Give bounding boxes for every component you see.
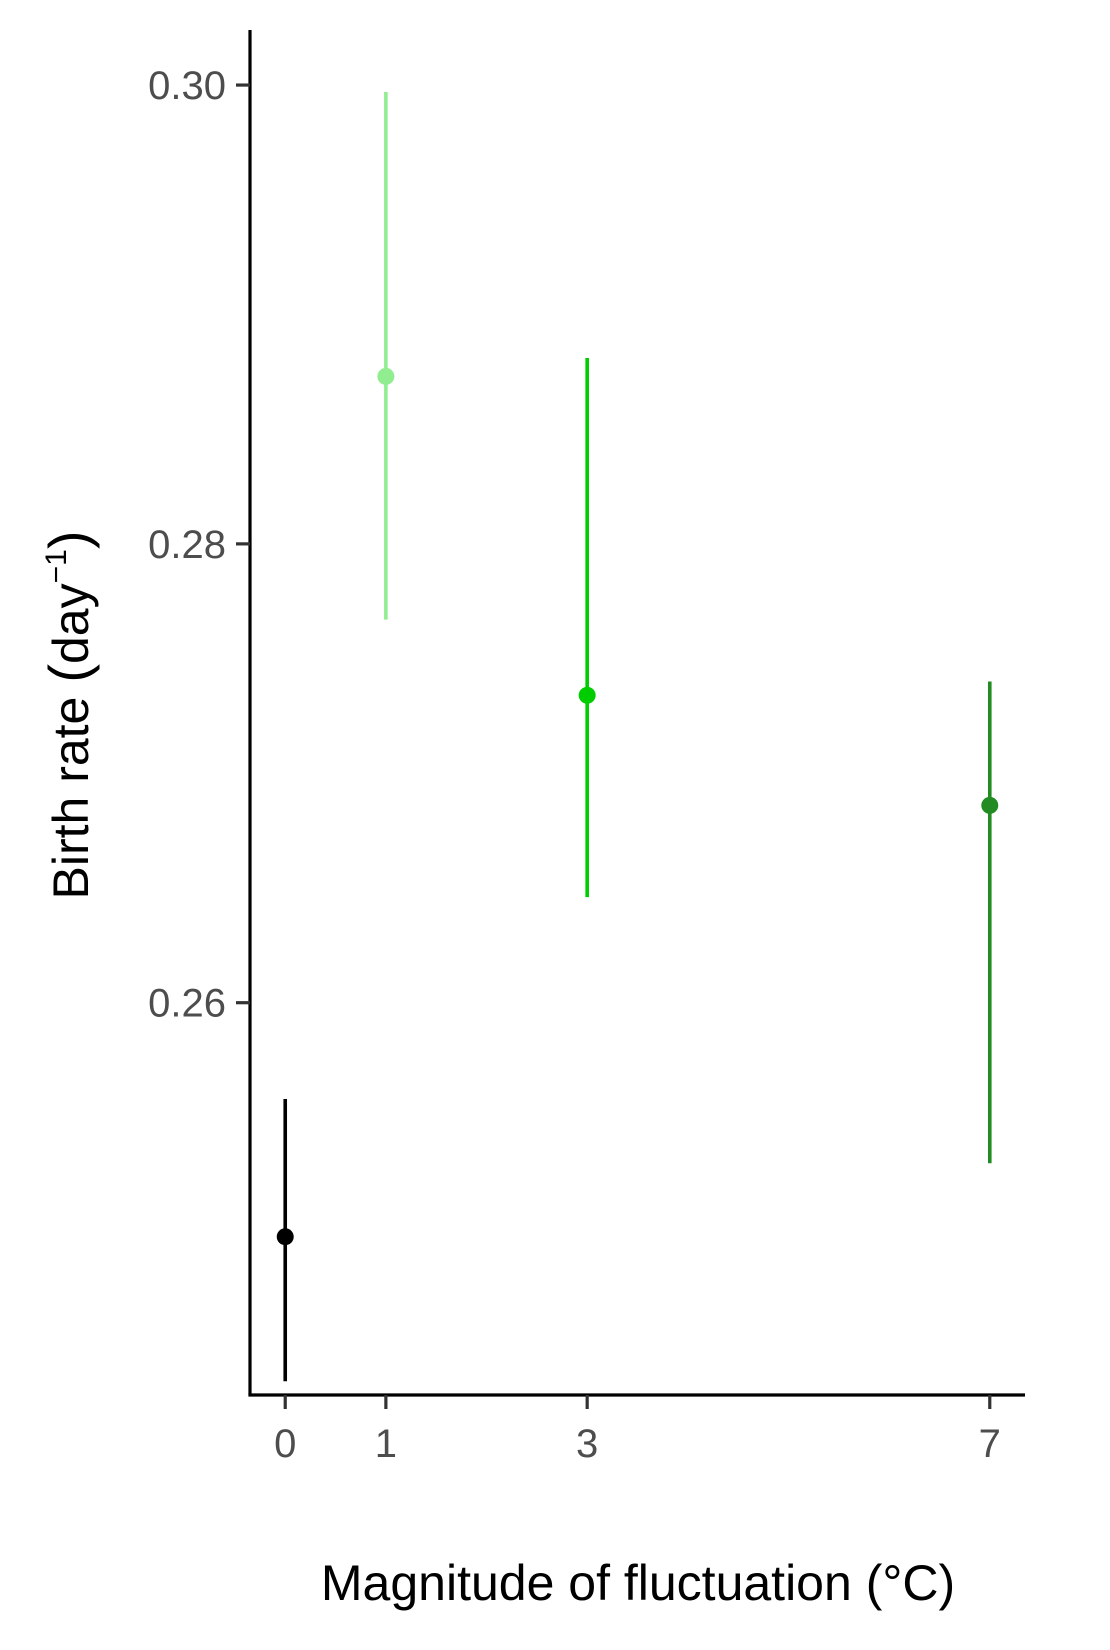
y-axis-title-prefix: Birth rate [43, 697, 99, 900]
y-tick-label: 0.26 [148, 982, 226, 1026]
x-tick-label: 3 [576, 1422, 598, 1466]
data-point [377, 367, 395, 385]
y-axis-title-open-paren: ( [37, 664, 100, 683]
data-point [578, 686, 596, 704]
axes: 0.26 0.28 0.30 0 1 3 7 [148, 30, 1025, 1466]
x-tick-label: 1 [375, 1422, 397, 1466]
y-tick-label: 0.28 [148, 523, 226, 567]
x-axis-title: Magnitude of fluctuation (°C) [321, 1555, 955, 1611]
y-axis-title-unit: day [43, 583, 99, 664]
y-axis-ticks: 0.26 0.28 0.30 [148, 64, 250, 1026]
data-point [276, 1228, 294, 1246]
y-axis-title: Birth rate (day−1) [37, 530, 100, 899]
y-tick-label: 0.30 [148, 64, 226, 108]
data-point [981, 796, 999, 814]
y-axis-title-close-paren: ) [37, 530, 100, 549]
x-tick-label: 7 [979, 1422, 1001, 1466]
plot-marks [276, 91, 999, 1382]
x-tick-label: 0 [274, 1422, 296, 1466]
y-axis-title-exponent: −1 [40, 549, 73, 583]
x-axis-ticks: 0 1 3 7 [274, 1395, 1001, 1466]
